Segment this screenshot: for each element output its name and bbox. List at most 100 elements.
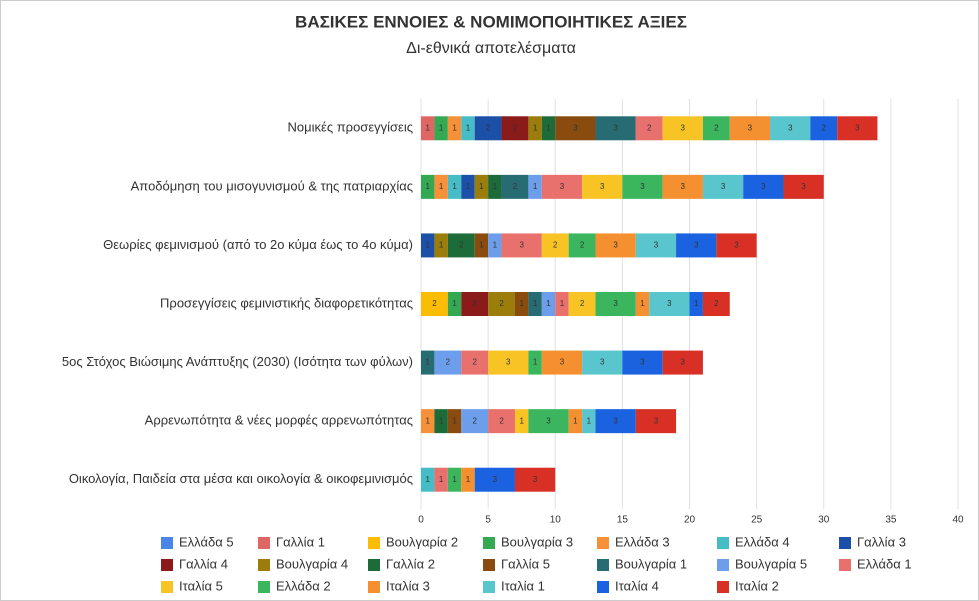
bar-segment [528, 350, 542, 375]
data-label: 3 [748, 123, 753, 132]
bar-segment [528, 116, 542, 141]
legend-swatch [368, 581, 380, 593]
bar-segment [702, 116, 730, 141]
bar-segment [568, 409, 583, 434]
bar-segment [488, 233, 502, 258]
data-label: 2 [714, 299, 719, 308]
legend-label: Γαλλία 3 [857, 534, 906, 549]
legend-label: Βουλγαρία 5 [735, 556, 807, 571]
y-tick-label: 5ος Στόχος Βιώσιμης Ανάπτυξης (2030) (Ισ… [62, 354, 413, 369]
bar-segment [514, 467, 556, 492]
x-tick-label: 30 [818, 515, 830, 526]
x-tick-label: 10 [550, 515, 562, 526]
data-label: 3 [694, 241, 699, 250]
data-label: 2 [580, 299, 585, 308]
y-tick-label: Νομικές προσεγγίσεις [288, 120, 413, 135]
data-label: 3 [493, 475, 498, 484]
data-label: 1 [425, 358, 430, 367]
data-label: 1 [519, 299, 524, 308]
bar-segment [421, 350, 435, 375]
data-label: 1 [533, 358, 538, 367]
data-label: 2 [472, 416, 477, 425]
legend-label: Ιταλία 3 [386, 578, 430, 593]
data-label: 1 [479, 241, 484, 250]
data-label: 3 [613, 416, 618, 425]
data-label: 2 [472, 358, 477, 367]
legend-label: Βουλγαρία 2 [386, 534, 458, 549]
data-label: 1 [439, 416, 444, 425]
bar-segment [649, 292, 690, 316]
data-label: 3 [560, 358, 565, 367]
bar-segment [716, 233, 757, 258]
bar-segment [447, 467, 462, 492]
y-tick-label: Θεωρίες φεμινισμού (από το 2ο κύμα έως τ… [103, 237, 413, 252]
bar-segment [421, 116, 435, 141]
data-label: 2 [486, 123, 491, 132]
data-label: 1 [425, 182, 430, 191]
bar-segment [461, 116, 475, 141]
bar-segment [421, 292, 448, 316]
x-tick-label: 0 [418, 515, 424, 526]
x-tick-label: 25 [751, 515, 763, 526]
data-label: 2 [513, 182, 518, 191]
bar-segment [689, 292, 703, 316]
data-label: 1 [425, 475, 430, 484]
bar-segment [474, 116, 502, 141]
bar-segment [474, 174, 489, 199]
bar-segment [662, 116, 703, 141]
data-label: 1 [439, 182, 444, 191]
bar-segment [702, 292, 730, 316]
bar-segment [474, 467, 515, 492]
data-label: 1 [479, 182, 484, 191]
legend-swatch [258, 537, 270, 549]
data-label: 2 [822, 123, 827, 132]
bar-segment [528, 292, 542, 316]
bar-segment [528, 409, 569, 434]
bar-segment [837, 116, 878, 141]
data-label: 1 [452, 299, 457, 308]
data-label: 2 [499, 416, 504, 425]
data-label: 1 [493, 241, 498, 250]
bar-segment [810, 116, 838, 141]
bar-segment [461, 292, 489, 316]
legend-label: Γαλλία 2 [386, 556, 435, 571]
bar-segment [541, 233, 569, 258]
data-label: 3 [654, 416, 659, 425]
bar-segment [635, 409, 677, 434]
legend-label: Γαλλία 1 [276, 534, 325, 549]
data-label: 1 [546, 123, 551, 132]
bar-segment [662, 174, 703, 199]
data-label: 1 [439, 123, 444, 132]
bar-segment [501, 233, 542, 258]
legend-label: Ιταλία 5 [179, 578, 223, 593]
data-label: 1 [533, 182, 538, 191]
data-label: 3 [681, 182, 686, 191]
bar-segment [434, 467, 448, 492]
y-tick-label: Οικολογία, Παιδεία στα μέσα και οικολογί… [69, 471, 413, 486]
legend-swatch [483, 559, 495, 571]
bar-segment [447, 116, 462, 141]
data-label: 1 [466, 123, 471, 132]
bar-segment [434, 116, 448, 141]
legend-label: Ελλάδα 5 [179, 534, 234, 549]
bar-segment [421, 174, 435, 199]
legend-swatch [597, 537, 609, 549]
bar-segment [514, 292, 529, 316]
data-label: 3 [788, 123, 793, 132]
x-tick-label: 20 [684, 515, 696, 526]
data-label: 1 [425, 123, 430, 132]
data-label: 2 [714, 123, 719, 132]
legend-swatch [717, 581, 729, 593]
bar-segment [447, 174, 462, 199]
legend-label: Ελλάδα 4 [735, 534, 790, 549]
data-label: 3 [801, 182, 806, 191]
data-label: 3 [506, 358, 511, 367]
bar-segment [461, 174, 475, 199]
legend-label: Βουλγαρία 3 [501, 534, 573, 549]
bar-segment [447, 233, 475, 258]
data-label: 3 [681, 358, 686, 367]
data-label: 1 [439, 241, 444, 250]
data-label: 3 [613, 241, 618, 250]
y-tick-label: Αποδόμηση του μισογυνισμού & της πατριαρ… [131, 178, 413, 193]
legend-label: Ιταλία 1 [501, 578, 545, 593]
